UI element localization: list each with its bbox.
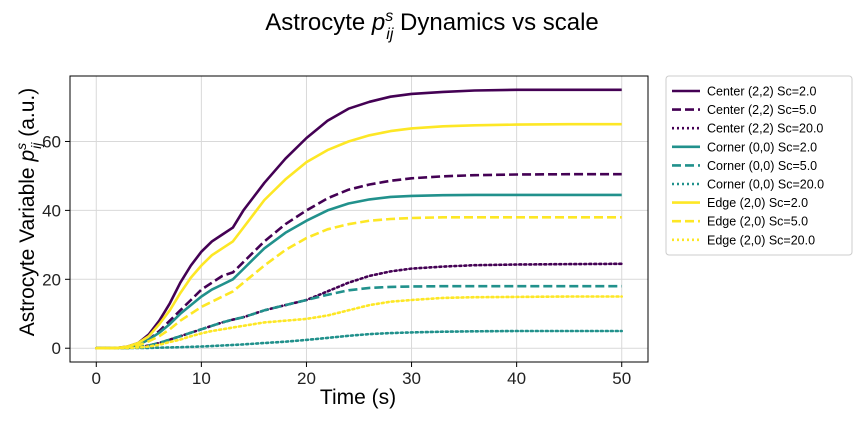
series-group (95, 88, 623, 350)
y-tick-label: 0 (52, 339, 61, 358)
series-line-5 (96, 284, 622, 350)
legend-entry: Edge (2,0) Sc=2.0 (707, 196, 808, 210)
plot-border (69, 75, 649, 363)
x-tick-label: 20 (297, 369, 316, 388)
legend-entry: Corner (0,0) Sc=20.0 (707, 178, 824, 192)
x-tick-label: 10 (192, 369, 211, 388)
plot-area: 0 10 20 30 40 50 0 20 40 60 (42, 75, 649, 388)
legend-frame (665, 75, 853, 256)
y-tick-label: 20 (42, 270, 61, 289)
series-line-9 (95, 295, 623, 350)
y-tick-label: 40 (42, 201, 61, 220)
series-line-8 (96, 216, 622, 350)
x-axis-label: Time (s) (320, 386, 396, 409)
legend-entry: Center (2,2) Sc=5.0 (707, 103, 816, 117)
series-line-1 (96, 88, 622, 350)
legend-entry: Corner (0,0) Sc=2.0 (707, 140, 817, 154)
legend-entry: Center (2,2) Sc=2.0 (707, 85, 816, 99)
y-axis-label: Astrocyte Variable psij (a.u.) (13, 88, 44, 336)
legend-entry: Corner (0,0) Sc=5.0 (707, 159, 817, 173)
x-tick-label: 0 (92, 369, 101, 388)
legend-entry: Edge (2,0) Sc=20.0 (707, 233, 815, 247)
chart-title: Astrocyte ps ij Dynamics vs scale (265, 8, 599, 43)
plot-frame (70, 76, 648, 362)
series-line-4 (96, 193, 622, 350)
x-tick-label: 40 (507, 369, 526, 388)
legend: Center (2,2) Sc=2.0 Center (2,2) Sc=5.0 Ce… (665, 75, 853, 256)
x-tick-label: 30 (402, 369, 421, 388)
x-tick-label: 50 (612, 369, 631, 388)
ticks: 0 10 20 30 40 50 0 20 40 60 (42, 132, 631, 388)
legend-entry: Edge (2,0) Sc=5.0 (707, 215, 808, 229)
series-line-7 (96, 122, 622, 350)
series-line-6 (95, 329, 623, 350)
y-tick-label: 60 (42, 132, 61, 151)
legend-entry: Center (2,2) Sc=20.0 (707, 122, 823, 136)
